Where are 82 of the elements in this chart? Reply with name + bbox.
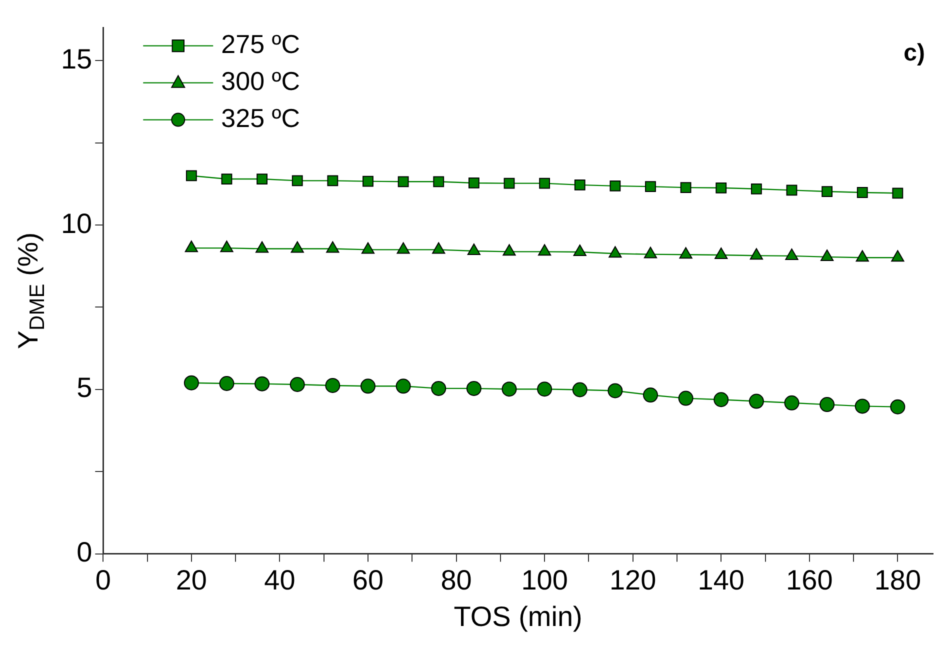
- point: [431, 380, 446, 396]
- x-tick-label: 20: [176, 564, 208, 596]
- point: [254, 376, 270, 392]
- point: [504, 178, 515, 189]
- x-tick-label: 40: [264, 564, 296, 596]
- x-tick-label: 160: [786, 564, 833, 596]
- point: [362, 176, 374, 187]
- point: [327, 175, 338, 186]
- point: [679, 247, 692, 259]
- point: [184, 240, 198, 252]
- point: [502, 382, 517, 397]
- x-tick-label: 140: [698, 564, 744, 596]
- point: [644, 246, 658, 258]
- point: [292, 175, 303, 186]
- point: [255, 241, 269, 253]
- point: [750, 183, 762, 194]
- point: [221, 174, 232, 184]
- point: [360, 378, 376, 394]
- point: [608, 246, 622, 258]
- y-tick-label: 0: [76, 536, 92, 568]
- point: [645, 181, 656, 192]
- point: [468, 178, 480, 188]
- point: [325, 378, 340, 393]
- point: [326, 241, 340, 253]
- x-tick-label: 120: [609, 564, 656, 596]
- point: [361, 242, 375, 254]
- point: [184, 375, 199, 390]
- point: [610, 180, 621, 192]
- point: [220, 240, 234, 252]
- point: [432, 242, 446, 254]
- point: [785, 248, 798, 260]
- point: [502, 244, 516, 256]
- y-tick-label: 15: [60, 43, 92, 74]
- point: [573, 244, 586, 256]
- point: [784, 395, 800, 410]
- point: [537, 382, 552, 397]
- point: [714, 247, 728, 259]
- x-tick-label: 100: [521, 564, 568, 596]
- legend-label: 300 ºC: [221, 66, 300, 96]
- point: [290, 376, 305, 392]
- point: [891, 250, 904, 262]
- point: [466, 380, 482, 396]
- y-tick-label: 10: [60, 208, 92, 239]
- point: [748, 394, 764, 409]
- point: [186, 170, 197, 182]
- point: [890, 399, 906, 414]
- x-tick-label: 80: [440, 564, 472, 596]
- point: [822, 186, 833, 197]
- point: [219, 376, 234, 392]
- point: [716, 182, 727, 194]
- point: [538, 244, 552, 256]
- point: [820, 397, 835, 412]
- point: [539, 178, 550, 189]
- point: [820, 249, 834, 261]
- point: [396, 378, 411, 394]
- y-tick-label: 5: [76, 372, 92, 404]
- point: [433, 176, 444, 188]
- point: [574, 179, 586, 190]
- point: [572, 382, 588, 398]
- point: [642, 388, 658, 403]
- point: [467, 244, 480, 256]
- point: [786, 184, 798, 196]
- legend-label: 275 ºC: [221, 28, 300, 59]
- point: [892, 188, 904, 199]
- y-axis-title: YDME (%): [12, 232, 50, 350]
- point: [856, 250, 869, 262]
- point: [680, 182, 692, 194]
- point: [856, 187, 868, 198]
- point: [678, 390, 694, 406]
- x-tick-label: 180: [874, 564, 922, 596]
- x-axis-title: TOS (min): [454, 600, 582, 632]
- x-tick-label: 60: [352, 564, 384, 596]
- point: [608, 383, 623, 398]
- point: [854, 398, 870, 414]
- point: [750, 248, 763, 260]
- legend-label: 325 ºC: [221, 102, 300, 133]
- point: [290, 241, 304, 253]
- point: [256, 174, 268, 184]
- point: [714, 392, 729, 408]
- point: [398, 176, 409, 188]
- point: [396, 242, 410, 254]
- annotation: c): [904, 39, 925, 66]
